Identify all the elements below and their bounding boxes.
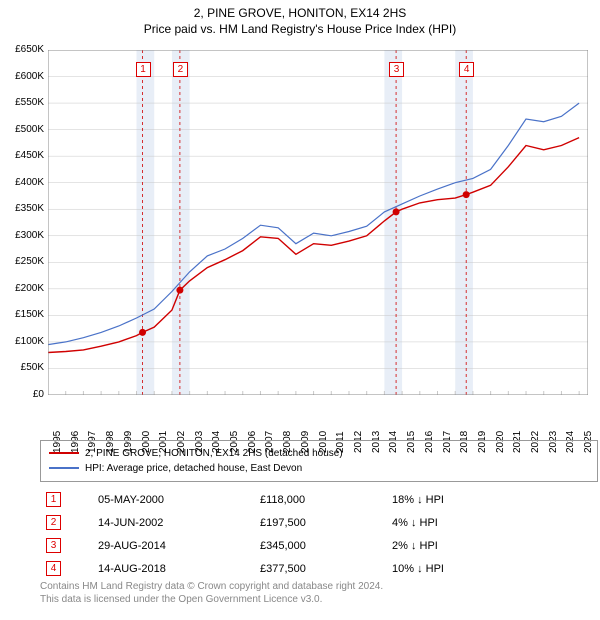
row-marker: 4: [46, 561, 61, 576]
title-line-2: Price paid vs. HM Land Registry's House …: [0, 22, 600, 38]
y-tick-label: £600K: [4, 71, 44, 82]
chart-svg: [48, 50, 588, 395]
chart-title: 2, PINE GROVE, HONITON, EX14 2HS Price p…: [0, 0, 600, 37]
tx-delta: 18% ↓ HPI: [386, 488, 580, 511]
legend-item-2: HPI: Average price, detached house, East…: [49, 461, 589, 476]
tx-delta: 10% ↓ HPI: [386, 557, 580, 580]
y-tick-label: £450K: [4, 150, 44, 161]
legend-item-1: 2, PINE GROVE, HONITON, EX14 2HS (detach…: [49, 446, 589, 461]
title-line-1: 2, PINE GROVE, HONITON, EX14 2HS: [0, 6, 600, 22]
tx-price: £345,000: [254, 534, 386, 557]
y-tick-label: £100K: [4, 336, 44, 347]
row-marker: 2: [46, 515, 61, 530]
transactions-table: 1 05-MAY-2000£118,00018% ↓ HPI 2 14-JUN-200…: [40, 488, 580, 580]
tx-delta: 2% ↓ HPI: [386, 534, 580, 557]
footer-line-1: Contains HM Land Registry data © Crown c…: [40, 580, 580, 593]
tx-date: 29-AUG-2014: [92, 534, 254, 557]
y-tick-label: £400K: [4, 177, 44, 188]
y-tick-label: £550K: [4, 97, 44, 108]
legend: 2, PINE GROVE, HONITON, EX14 2HS (detach…: [40, 440, 598, 482]
y-tick-label: £350K: [4, 203, 44, 214]
row-marker: 3: [46, 538, 61, 553]
tx-delta: 4% ↓ HPI: [386, 511, 580, 534]
sale-marker-badge: 2: [173, 62, 188, 77]
table-row: 1 05-MAY-2000£118,00018% ↓ HPI: [40, 488, 580, 511]
y-tick-label: £650K: [4, 44, 44, 55]
tx-price: £118,000: [254, 488, 386, 511]
row-marker: 1: [46, 492, 61, 507]
y-tick-label: £200K: [4, 283, 44, 294]
y-tick-label: £0: [4, 389, 44, 400]
table-row: 2 14-JUN-2002£197,5004% ↓ HPI: [40, 511, 580, 534]
tx-price: £377,500: [254, 557, 386, 580]
table-row: 4 14-AUG-2018£377,50010% ↓ HPI: [40, 557, 580, 580]
sale-marker-badge: 4: [459, 62, 474, 77]
table-row: 3 29-AUG-2014£345,0002% ↓ HPI: [40, 534, 580, 557]
tx-price: £197,500: [254, 511, 386, 534]
footer-line-2: This data is licensed under the Open Gov…: [40, 593, 580, 606]
y-tick-label: £150K: [4, 309, 44, 320]
chart-area: [48, 50, 588, 395]
sale-marker-badge: 1: [136, 62, 151, 77]
page: 2, PINE GROVE, HONITON, EX14 2HS Price p…: [0, 0, 600, 620]
tx-date: 14-JUN-2002: [92, 511, 254, 534]
legend-label-1: 2, PINE GROVE, HONITON, EX14 2HS (detach…: [85, 448, 343, 459]
y-tick-label: £300K: [4, 230, 44, 241]
tx-date: 14-AUG-2018: [92, 557, 254, 580]
footer: Contains HM Land Registry data © Crown c…: [40, 580, 580, 606]
sale-marker-badge: 3: [389, 62, 404, 77]
legend-label-2: HPI: Average price, detached house, East…: [85, 463, 302, 474]
tx-date: 05-MAY-2000: [92, 488, 254, 511]
y-tick-label: £250K: [4, 256, 44, 267]
y-tick-label: £50K: [4, 362, 44, 373]
y-tick-label: £500K: [4, 124, 44, 135]
